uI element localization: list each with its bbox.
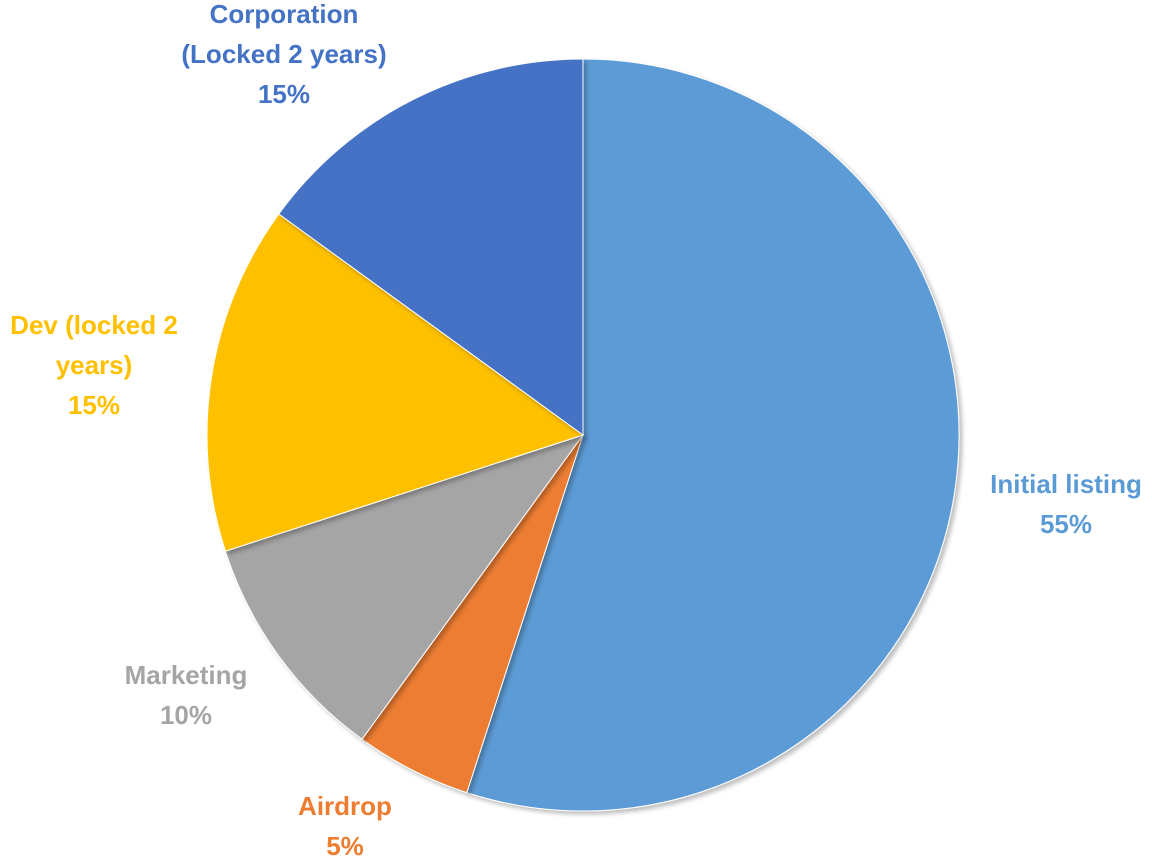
label-dev-pct: 15% [67, 390, 121, 420]
pie-slice-dev [206, 213, 585, 552]
pie-slice-initial-listing [466, 58, 960, 812]
label-dev-name-line2: years) [55, 350, 133, 380]
pie-slice-marketing [224, 434, 585, 740]
label-dev: Dev (locked 2 years) 15% [0, 305, 188, 425]
label-initial-listing-name: Initial listing [990, 469, 1142, 499]
label-marketing: Marketing 10% [86, 655, 286, 735]
label-dev-name-line1: Dev (locked 2 [10, 310, 178, 340]
label-airdrop-name: Airdrop [298, 791, 392, 821]
label-corporation-pct: 15% [257, 79, 311, 109]
label-corporation-name-line1: Corporation [209, 0, 359, 29]
pie-slice-corporation [278, 58, 584, 436]
label-corporation-name-line2: (Locked 2 years) [181, 39, 387, 69]
label-initial-listing-pct: 55% [1039, 509, 1093, 539]
label-initial-listing: Initial listing 55% [966, 464, 1152, 544]
pie-slices [206, 58, 960, 812]
label-airdrop-pct: 5% [326, 831, 364, 861]
label-marketing-name: Marketing [124, 660, 248, 690]
label-corporation: Corporation (Locked 2 years) 15% [159, 0, 409, 114]
label-marketing-pct: 10% [159, 700, 213, 730]
label-airdrop: Airdrop 5% [255, 786, 435, 866]
